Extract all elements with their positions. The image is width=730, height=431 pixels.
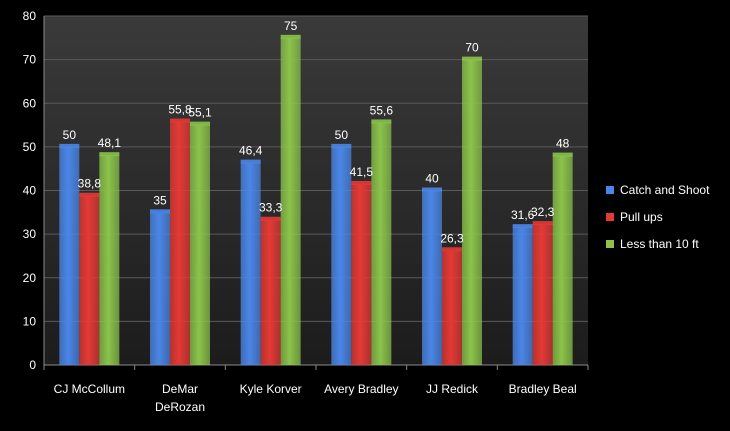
- bar-cap: [512, 224, 533, 229]
- y-tick-label: 0: [29, 358, 36, 372]
- bar-less-than-10-ft-jj-redick: [462, 59, 482, 365]
- bar-less-than-10-ft-avery-bradley: [371, 122, 392, 365]
- data-label: 40: [425, 172, 439, 186]
- x-tick-label: DeRozan: [155, 400, 205, 414]
- data-label: 33,3: [259, 201, 283, 215]
- legend-label: Pull ups: [620, 210, 663, 224]
- data-label: 55,6: [370, 103, 394, 117]
- bar-cap: [150, 209, 170, 214]
- x-tick-label: Avery Bradley: [324, 382, 398, 396]
- data-label: 32,3: [531, 205, 555, 219]
- x-tick-label: Bradley Beal: [509, 382, 577, 396]
- data-label: 55,1: [188, 106, 212, 120]
- y-tick-label: 10: [23, 314, 37, 328]
- bar-cap: [552, 152, 573, 157]
- bar-cap: [442, 247, 462, 252]
- legend-item-pull-ups[interactable]: Pull ups: [606, 207, 709, 227]
- legend-item-catch-and-shoot[interactable]: Catch and Shoot: [606, 180, 709, 200]
- data-label: 38,8: [78, 177, 102, 191]
- bar-cap: [280, 34, 301, 39]
- x-tick-label: CJ McCollum: [54, 382, 125, 396]
- legend-label: Less than 10 ft: [620, 237, 699, 251]
- bar-less-than-10-ft-kyle-korver: [280, 37, 301, 365]
- data-label: 26,3: [440, 231, 464, 245]
- data-label: 55,8: [168, 103, 192, 117]
- bar-pull-ups-jj-redick: [442, 250, 462, 365]
- data-label: 50: [335, 128, 349, 142]
- bar-cap: [260, 216, 281, 221]
- bar-catch-and-shoot-cj-mccollum: [59, 146, 80, 365]
- y-tick-label: 80: [23, 9, 37, 23]
- bar-cap: [422, 187, 442, 192]
- data-label: 70: [465, 41, 479, 55]
- bar-pull-ups-avery-bradley: [351, 183, 372, 365]
- y-tick-label: 20: [23, 271, 37, 285]
- x-tick-label: Kyle Korver: [240, 382, 302, 396]
- x-tick-label: JJ Redick: [426, 382, 479, 396]
- bar-cap: [170, 118, 190, 123]
- bar-less-than-10-ft-bradley-beal: [552, 155, 573, 365]
- bar-cap: [79, 192, 100, 197]
- legend-swatch: [606, 240, 614, 248]
- legend-swatch: [606, 213, 614, 221]
- bar-cap: [190, 121, 210, 126]
- bar-pull-ups-kyle-korver: [260, 219, 281, 365]
- y-tick-label: 70: [23, 53, 37, 67]
- bar-cap: [371, 119, 392, 124]
- data-label: 35: [153, 193, 167, 207]
- bar-cap: [59, 143, 80, 148]
- legend-swatch: [606, 186, 614, 194]
- bar-cap: [462, 56, 482, 61]
- data-label: 46,4: [239, 144, 263, 158]
- bar-pull-ups-cj-mccollum: [79, 195, 100, 365]
- bar-pull-ups-bradley-beal: [532, 224, 553, 365]
- data-label: 48,1: [98, 136, 122, 150]
- bar-less-than-10-ft-demar-derozan: [190, 124, 210, 365]
- data-label: 41,5: [350, 165, 374, 179]
- data-label: 50: [63, 128, 77, 142]
- y-tick-label: 40: [23, 184, 37, 198]
- bar-catch-and-shoot-jj-redick: [422, 190, 442, 365]
- data-label: 48: [556, 137, 570, 151]
- x-tick-label: DeMar: [162, 382, 198, 396]
- bar-pull-ups-demar-derozan: [170, 121, 190, 365]
- data-label: 31,6: [511, 208, 535, 222]
- axes: [43, 16, 589, 370]
- legend-label: Catch and Shoot: [620, 183, 710, 197]
- y-tick-label: 60: [23, 96, 37, 110]
- bar-cap: [331, 143, 352, 148]
- y-tick-label: 50: [23, 140, 37, 154]
- bar-cap: [532, 221, 553, 226]
- bar-catch-and-shoot-bradley-beal: [512, 227, 533, 365]
- bar-cap: [99, 152, 120, 157]
- data-labels: 50 38,8 48,1 35 55,855,1 46,4 33,3 75 50 41,5 55,6…: [63, 19, 570, 245]
- bar-cap: [240, 159, 261, 164]
- bar-catch-and-shoot-avery-bradley: [331, 146, 352, 365]
- x-tick-labels: CJ McCollum DeMar DeRozan Kyle Korver Avery …: [54, 382, 577, 414]
- bars: [59, 34, 573, 365]
- legend: Catch and Shoot Pull ups Less than 10 ft: [606, 180, 709, 261]
- data-label: 75: [284, 19, 298, 33]
- y-tick-label: 30: [23, 227, 37, 241]
- bar-catch-and-shoot-kyle-korver: [240, 162, 261, 365]
- bar-cap: [351, 180, 372, 185]
- bar-less-than-10-ft-cj-mccollum: [99, 155, 120, 365]
- bar-catch-and-shoot-demar-derozan: [150, 212, 170, 365]
- y-tick-labels: 0 10 20 30 40 50 60 70 80: [23, 9, 37, 372]
- legend-item-less-than-10-ft[interactable]: Less than 10 ft: [606, 234, 709, 254]
